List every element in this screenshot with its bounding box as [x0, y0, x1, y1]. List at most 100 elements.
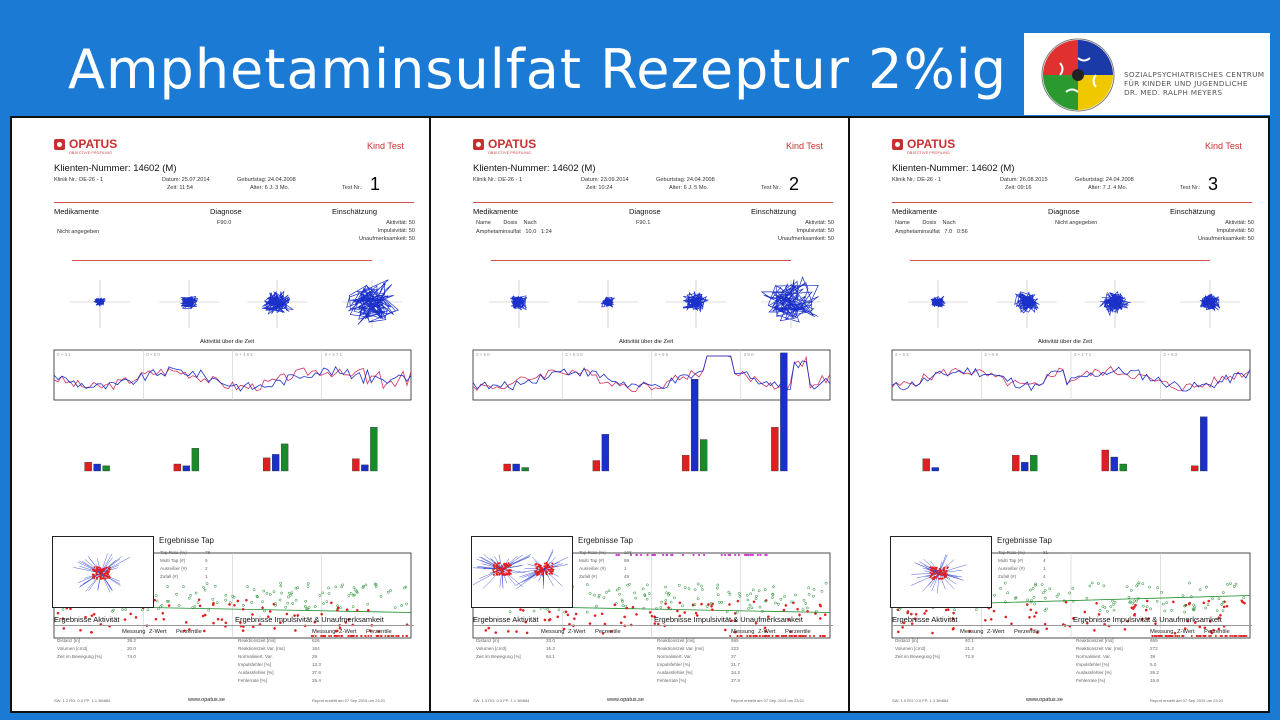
scatter-point	[823, 635, 826, 637]
bar	[271, 454, 280, 472]
scatter-point	[794, 593, 797, 597]
impuls-row-label: Reaktionszeit [ms]	[657, 638, 695, 643]
zeit: Zeit: 09:16	[1005, 185, 1032, 191]
scatter-point	[1057, 592, 1061, 596]
scatter-point	[698, 553, 701, 557]
tap-scatter	[911, 554, 967, 594]
scatter-point	[1208, 635, 1211, 637]
scatter-point	[1029, 588, 1032, 592]
aktivitaet-col-header: Perzentile	[176, 629, 202, 635]
scatter-point	[294, 629, 297, 632]
scatter-point	[1231, 635, 1234, 637]
scatter-point	[322, 602, 325, 605]
scatter-point	[1141, 604, 1145, 608]
aktivitaet-row-label: Zeit im Bewegung [%]	[895, 654, 940, 659]
scatter-point	[1221, 609, 1225, 613]
impuls-row-label: Auslassfehler [%]	[657, 670, 693, 675]
scatter-point	[734, 553, 737, 557]
scatter-point	[983, 618, 987, 622]
scatter-point	[61, 608, 65, 611]
scatter-point	[294, 598, 298, 602]
aktivitaet-row-value: 40.1	[965, 638, 974, 643]
scatter-point	[678, 601, 682, 605]
scatter-point	[696, 582, 700, 586]
scatter-point	[607, 589, 611, 593]
scatter-point	[952, 611, 955, 615]
scatter-point	[1242, 635, 1245, 637]
scatter-point	[593, 614, 597, 617]
scatter-point	[755, 635, 758, 637]
scatter-point	[752, 635, 755, 637]
scatter-point	[951, 617, 955, 621]
scatter-point	[764, 635, 767, 637]
scatter-point	[1064, 600, 1068, 604]
scatter-point	[1229, 635, 1232, 637]
scatter-point	[307, 606, 311, 609]
scatter-point	[212, 621, 215, 625]
rating-0: Aktivität: 50	[1225, 220, 1254, 226]
scatter-point	[605, 591, 608, 594]
scatter-point	[246, 585, 249, 589]
header-divider	[892, 202, 1252, 203]
tap-stat-label: Zufall (#)	[160, 574, 179, 579]
brand-name: OPATUS	[69, 137, 118, 151]
scatter-point	[1010, 622, 1013, 626]
diagnosis-value: F90.1	[636, 220, 651, 226]
impuls-row-value: 26.2	[1150, 670, 1159, 675]
bar	[922, 458, 930, 472]
scatter-point	[336, 604, 339, 607]
scatter-point	[597, 595, 601, 599]
scatter-point	[745, 593, 749, 597]
aktivitaet-col-header: Perzentile	[595, 629, 621, 635]
scatter-point	[532, 609, 536, 613]
impuls-row-label: Normalisiert. Var.	[657, 654, 692, 659]
scatter-point	[239, 621, 242, 624]
impuls-row-value: 695	[731, 638, 739, 643]
bar	[1191, 465, 1199, 472]
scatter-point	[631, 605, 635, 609]
scatter-point	[272, 590, 276, 594]
bar	[361, 464, 369, 472]
ergebnisse-impulsivitaet-heading: Ergebnisse Impulsivität & Unaufmerksamke…	[1073, 615, 1222, 624]
scatter-point	[165, 599, 169, 603]
scatter-point	[1219, 613, 1222, 617]
results-divider	[473, 625, 833, 626]
scatter-point	[1171, 600, 1175, 604]
quadrant-label: 0 + 4 8 2	[236, 352, 254, 357]
scatter-point	[804, 635, 807, 637]
scatter-point	[79, 628, 82, 632]
bar	[1012, 455, 1020, 472]
scatter-point	[289, 593, 293, 597]
client-number: Klienten-Nummer: 14602 (M)	[892, 163, 1015, 174]
scatter-point	[724, 553, 727, 557]
scatter-point	[624, 604, 628, 608]
scatter-point	[389, 589, 392, 592]
scatter-point	[124, 608, 128, 611]
scatter-point	[734, 619, 737, 623]
scatter-point	[1014, 596, 1017, 600]
scatter-point	[344, 621, 348, 624]
scatter-point	[707, 603, 710, 606]
scatter-point	[515, 630, 518, 633]
aktivitaet-row-label: Distanz [m]	[895, 638, 918, 643]
scatter-point	[653, 553, 656, 557]
scatter-point	[692, 603, 695, 607]
zeit: Zeit: 11:54	[167, 185, 194, 191]
bar	[1119, 463, 1127, 472]
scatter-point	[729, 553, 732, 557]
scatter-point	[333, 635, 336, 637]
scatter-point	[1135, 599, 1139, 603]
scatter-point	[648, 611, 652, 614]
bar	[84, 462, 92, 472]
scatter-point	[262, 589, 266, 593]
aktivitaet-col-header: Z-Wert	[149, 629, 167, 635]
impuls-row-label: Fehlerrate [%]	[1076, 678, 1105, 683]
scatter-point	[648, 592, 651, 595]
impuls-col-header: Z-Wert	[1177, 629, 1195, 635]
scatter-point	[677, 583, 681, 587]
scatter-point	[1029, 608, 1033, 612]
scatter-point	[370, 635, 373, 637]
scatter-point	[756, 553, 759, 557]
scatter-point	[653, 615, 657, 619]
scatter-point	[1221, 635, 1223, 637]
